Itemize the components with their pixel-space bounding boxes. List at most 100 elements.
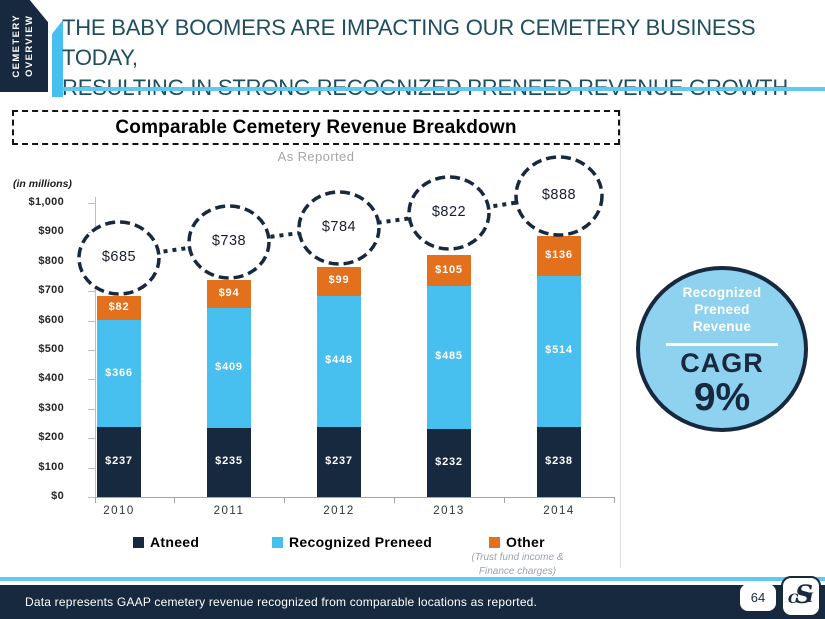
legend-item-other: Other bbox=[489, 534, 545, 550]
slide-title-line1: THE BABY BOOMERS ARE IMPACTING OUR CEMET… bbox=[62, 15, 756, 70]
y-axis-tick bbox=[88, 497, 95, 498]
bar-value-label: $366 bbox=[105, 366, 133, 379]
y-axis-tick bbox=[88, 379, 95, 381]
bar-segment-atneed-2014 bbox=[537, 427, 581, 497]
y-axis-label: $200 bbox=[38, 431, 64, 444]
y-axis-label: $100 bbox=[38, 460, 64, 473]
bar-segment-other-2010 bbox=[97, 295, 141, 320]
bar-value-label: $105 bbox=[435, 263, 463, 276]
y-axis-tick bbox=[88, 203, 95, 204]
total-value-label: $888 bbox=[541, 187, 577, 203]
total-circle-2014 bbox=[514, 155, 604, 237]
footer-bar: Data represents GAAP cemetery revenue re… bbox=[0, 585, 825, 619]
bar-value-label: $448 bbox=[325, 354, 353, 367]
units-note: (in millions) bbox=[13, 178, 72, 190]
bar-segment-other-2011 bbox=[207, 280, 251, 308]
bar-value-label: $94 bbox=[218, 286, 240, 299]
y-axis-label: $1,000 bbox=[28, 196, 64, 208]
y-axis-label: $700 bbox=[38, 284, 64, 297]
x-axis-tick bbox=[394, 497, 395, 503]
page-number: 64 bbox=[750, 590, 766, 605]
y-axis-label: $0 bbox=[51, 490, 64, 502]
bar-value-label: $485 bbox=[435, 350, 463, 363]
y-axis-tick bbox=[88, 350, 95, 351]
bar-segment-recognized-preneed-2014 bbox=[537, 275, 581, 428]
chart-title: Comparable Cemetery Revenue Breakdown bbox=[115, 116, 517, 138]
other-footnote-line1: (Trust fund income & bbox=[471, 552, 564, 563]
logo-letter-i: I bbox=[807, 591, 814, 606]
total-value-label: $784 bbox=[321, 219, 357, 235]
y-axis-tick bbox=[88, 291, 95, 293]
other-legend-swatch bbox=[489, 536, 500, 548]
bar-segment-other-2012 bbox=[317, 266, 361, 296]
other-footnote: (Trust fund income & Finance charges) bbox=[430, 551, 605, 578]
bar-segment-recognized-preneed-2011 bbox=[207, 307, 251, 428]
total-circle-2011 bbox=[187, 204, 271, 280]
y-axis-tick bbox=[88, 438, 95, 440]
bar-value-label: $238 bbox=[545, 455, 573, 467]
x-axis-tick bbox=[174, 497, 175, 503]
total-value-label: $822 bbox=[431, 204, 467, 220]
header-divider bbox=[63, 87, 825, 91]
cagr-badge: Recognized Preneed Revenue CAGR 9% bbox=[636, 266, 808, 432]
bar-segment-atneed-2013 bbox=[427, 428, 471, 497]
y-axis-label: $600 bbox=[38, 313, 64, 326]
chart-title-box: Comparable Cemetery Revenue Breakdown bbox=[12, 110, 620, 145]
section-tab bbox=[0, 0, 48, 92]
total-value-label: $685 bbox=[101, 249, 137, 265]
x-axis-tick bbox=[284, 497, 285, 503]
page-number-badge: 64 bbox=[740, 584, 776, 611]
x-axis bbox=[95, 497, 614, 498]
x-axis-tick bbox=[614, 497, 615, 503]
x-axis-label: 2012 bbox=[323, 505, 355, 517]
logo-letter-s: S bbox=[795, 580, 814, 609]
bar-segment-recognized-preneed-2012 bbox=[317, 295, 361, 428]
logo-letter-c: C bbox=[788, 592, 799, 607]
other-footnote-line2: Finance charges) bbox=[478, 565, 557, 577]
y-axis-tick bbox=[88, 408, 95, 410]
tab-accent-bar bbox=[52, 20, 63, 97]
cagr-divider bbox=[666, 342, 778, 346]
footer-accent-stripe bbox=[0, 577, 825, 581]
bar-value-label: $514 bbox=[545, 344, 573, 357]
legend-label-recognized-preneed: Recognized Preneed bbox=[289, 534, 433, 550]
bar-value-label: $237 bbox=[105, 455, 133, 468]
y-axis-label: $300 bbox=[38, 401, 64, 414]
total-circle-2012 bbox=[297, 190, 381, 266]
y-axis-label: $800 bbox=[38, 254, 64, 267]
bar-value-label: $99 bbox=[328, 274, 350, 287]
cagr-label-line2: Preneed bbox=[694, 301, 750, 317]
cagr-label-line3: Revenue bbox=[692, 318, 752, 334]
bar-value-label: $136 bbox=[545, 248, 573, 261]
bar-segment-other-2013 bbox=[427, 255, 471, 287]
recognized-preneed-legend-swatch bbox=[272, 536, 283, 548]
chart-subtitle: As Reported bbox=[277, 149, 355, 164]
bar-value-label: $237 bbox=[325, 455, 353, 468]
total-circle-2010 bbox=[77, 220, 161, 296]
legend-label-other: Other bbox=[506, 534, 545, 550]
total-value-label: $738 bbox=[211, 233, 247, 249]
x-axis-label: 2014 bbox=[543, 505, 575, 517]
x-axis-label: 2011 bbox=[213, 505, 245, 517]
x-axis-tick bbox=[95, 497, 96, 503]
cagr-value: 9% bbox=[693, 376, 751, 420]
x-axis-label: 2013 bbox=[433, 505, 465, 517]
total-circle-2013 bbox=[407, 175, 491, 251]
legend-item-atneed: Atneed bbox=[133, 534, 199, 550]
y-axis-label: $900 bbox=[38, 225, 64, 238]
bar-value-label: $409 bbox=[215, 360, 243, 373]
sci-logo: S C I bbox=[781, 576, 821, 617]
y-axis-tick bbox=[88, 467, 95, 469]
y-axis-tick bbox=[88, 320, 95, 322]
bar-segment-recognized-preneed-2013 bbox=[427, 286, 471, 429]
atneed-legend-swatch bbox=[133, 536, 144, 548]
y-axis bbox=[95, 197, 96, 497]
footer-note: Data represents GAAP cemetery revenue re… bbox=[25, 595, 538, 609]
bar-value-label: $232 bbox=[435, 455, 463, 468]
bar-segment-atneed-2012 bbox=[317, 427, 361, 497]
bar-value-label: $235 bbox=[215, 455, 243, 468]
